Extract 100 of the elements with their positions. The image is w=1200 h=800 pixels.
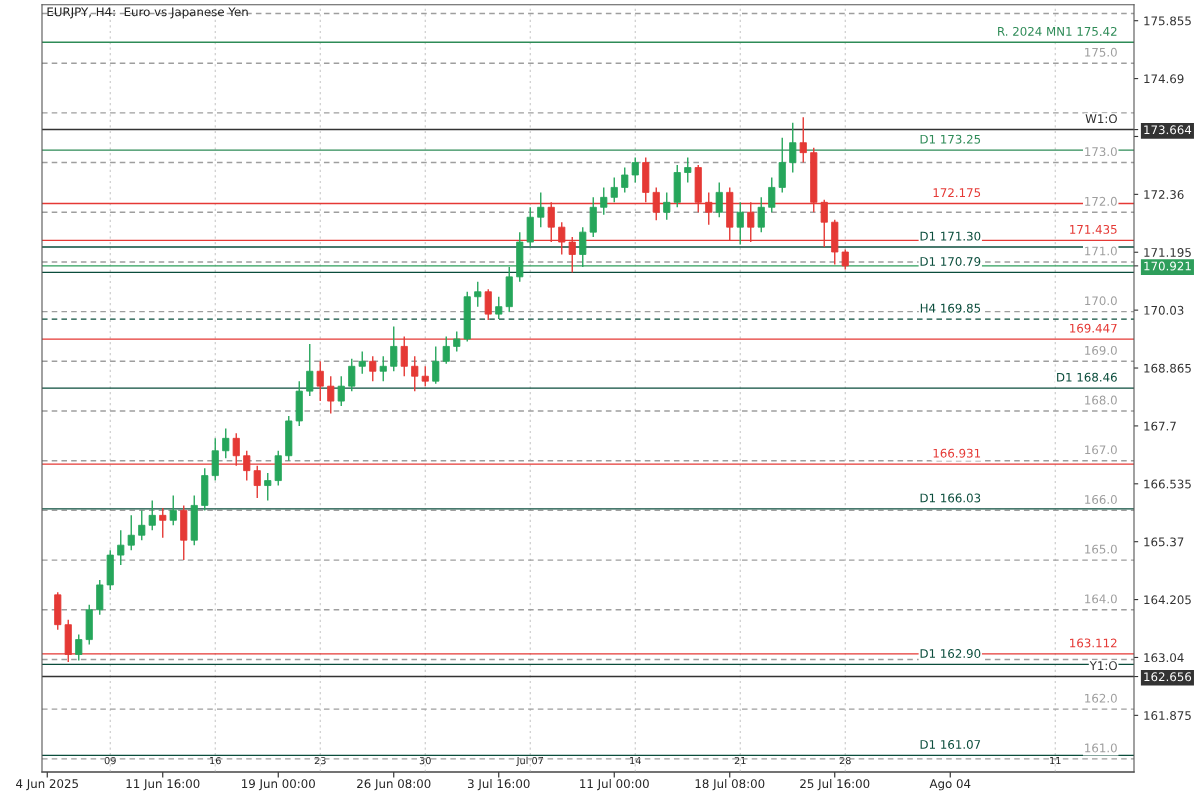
ref-line-label: 173.0 xyxy=(1085,147,1117,157)
ref-line-label: 175.0 xyxy=(1085,47,1117,57)
candlestick xyxy=(159,507,167,539)
ref-line-label: 166.931 xyxy=(933,448,981,458)
candlestick xyxy=(799,116,807,164)
ref-line-label: D1 170.79 xyxy=(920,256,981,266)
candlestick xyxy=(379,355,387,382)
ref-line-label: 164.0 xyxy=(1085,594,1117,604)
y-tick-label: 162.656 xyxy=(1144,672,1192,682)
ref-line-label: 172.0 xyxy=(1085,196,1117,206)
ref-line-label: Y1:O xyxy=(1089,661,1117,671)
candlestick xyxy=(75,633,83,662)
ref-line-label: 171.435 xyxy=(1070,224,1117,234)
x-tick-label: 09 xyxy=(104,756,116,765)
y-tick-label: 163.04 xyxy=(1144,653,1184,663)
x-tick-label: Ago 04 xyxy=(929,779,971,791)
y-tick-label: 171.195 xyxy=(1144,247,1191,257)
x-tick-label: 18 Jul 08:00 xyxy=(695,778,765,791)
candlestick xyxy=(358,350,366,375)
candlestick xyxy=(327,375,335,415)
x-tick-label: 16 xyxy=(210,756,221,765)
ref-line-label: 169.0 xyxy=(1085,345,1117,355)
chart-title: EURJPY, H4: Euro vs Japanese Yen xyxy=(47,7,248,19)
ref-line-label: 171.0 xyxy=(1085,246,1117,256)
x-tick-label: 3 Jul 16:00 xyxy=(468,778,530,791)
candlestick xyxy=(621,166,629,194)
candlestick xyxy=(537,191,545,228)
x-tick-label: 21 xyxy=(734,756,746,765)
candlestick xyxy=(264,472,272,502)
candlestick xyxy=(117,529,125,566)
y-tick-label: 170.03 xyxy=(1144,305,1184,315)
x-tick-label: 28 xyxy=(839,756,851,765)
candlestick xyxy=(337,375,345,407)
ref-line-label: R. 2024 MN1 175.42 xyxy=(998,26,1117,36)
y-tick-label: 161.875 xyxy=(1144,711,1191,721)
x-tick-label: 4 Jun 2025 xyxy=(16,779,78,791)
candlestick xyxy=(495,296,503,320)
ref-line-label: 166.0 xyxy=(1085,495,1117,504)
y-tick-label: 167.7 xyxy=(1144,421,1176,431)
y-tick-label: 164.205 xyxy=(1144,595,1191,605)
y-tick-label: 166.535 xyxy=(1144,479,1191,489)
candlestick xyxy=(841,248,849,271)
ref-line-label: 162.0 xyxy=(1085,693,1117,703)
candlestick xyxy=(222,427,230,459)
candlestick xyxy=(789,122,797,174)
x-tick-label: Jul 07 xyxy=(516,756,544,767)
candlestick xyxy=(684,156,692,184)
ref-line-label: W1:O xyxy=(1085,114,1117,124)
ref-line-label: D1 161.07 xyxy=(920,739,981,749)
ref-line-label: 169.447 xyxy=(1070,323,1117,333)
x-tick-label: 11 Jun 16:00 xyxy=(126,779,200,791)
candlestick xyxy=(610,176,618,204)
x-tick-label: 19 Jun 00:00 xyxy=(242,779,315,791)
x-tick-label: 14 xyxy=(630,757,641,765)
y-tick-label: 174.69 xyxy=(1144,74,1184,84)
ref-line-label: D1 171.30 xyxy=(920,231,981,241)
ref-line-label: D1 162.90 xyxy=(920,649,981,658)
candlestick xyxy=(138,509,146,541)
x-tick-label: 26 Jun 08:00 xyxy=(357,779,431,791)
x-tick-label: 25 Jul 16:00 xyxy=(800,778,870,791)
candlestick xyxy=(421,365,429,387)
x-tick-label: 11 xyxy=(1050,757,1061,765)
x-tick-label: 11 Jul 00:00 xyxy=(580,778,649,791)
candlestick xyxy=(453,330,461,353)
candlestick xyxy=(369,355,377,382)
candlestick xyxy=(600,186,608,216)
candlestick xyxy=(348,358,356,392)
y-tick-label: 168.865 xyxy=(1144,363,1191,373)
candlestick xyxy=(390,325,398,372)
candlestick xyxy=(148,499,156,531)
candlestick xyxy=(768,176,776,213)
candlestick xyxy=(715,181,723,218)
y-tick-label: 165.37 xyxy=(1144,537,1184,547)
candlestick xyxy=(306,343,314,397)
y-tick-label: 173.664 xyxy=(1144,125,1192,135)
ref-line-label: 168.0 xyxy=(1085,395,1117,405)
ref-line-label: 165.0 xyxy=(1085,544,1117,554)
candlestick xyxy=(663,191,671,221)
candlestick xyxy=(411,355,419,392)
ref-line-label: 172.175 xyxy=(933,188,981,198)
y-tick-label: 175.855 xyxy=(1144,16,1191,26)
ref-line-label: 161.0 xyxy=(1085,743,1117,753)
ref-line-label: H4 169.85 xyxy=(920,303,981,313)
x-tick-label: 30 xyxy=(419,756,431,765)
candlestick xyxy=(316,360,324,402)
ref-line-label: D1 166.03 xyxy=(920,493,981,503)
candlestick xyxy=(432,345,440,385)
candlestick xyxy=(757,196,765,233)
ref-line-label: 163.112 xyxy=(1070,638,1117,648)
y-tick-label: 170.921 xyxy=(1144,261,1191,271)
ref-line-label: D1 173.25 xyxy=(920,134,981,144)
candlestick xyxy=(127,514,135,551)
ref-line-label: 167.0 xyxy=(1085,445,1117,455)
y-tick-label: 172.36 xyxy=(1144,190,1184,200)
candlestick xyxy=(631,156,639,184)
candlestick xyxy=(442,335,450,365)
candlestick xyxy=(484,288,492,321)
candlestick xyxy=(474,281,482,308)
ref-line-label: 170.0 xyxy=(1085,296,1117,306)
x-tick-label: 23 xyxy=(314,756,326,765)
